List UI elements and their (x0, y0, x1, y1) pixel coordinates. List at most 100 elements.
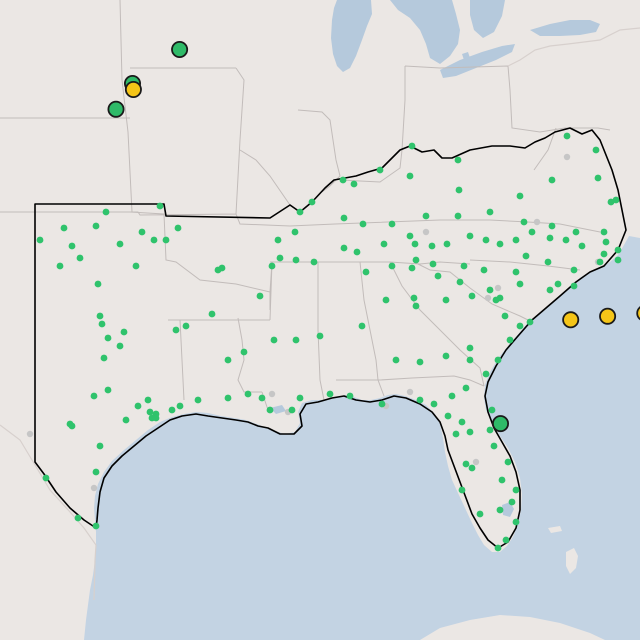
small-marker (458, 486, 466, 494)
small-marker (468, 464, 476, 472)
lake-erie (440, 44, 515, 78)
small-marker (406, 232, 414, 240)
green-station-marker (107, 100, 125, 118)
state-borders (0, 0, 611, 411)
small-marker (218, 264, 226, 272)
small-marker (578, 242, 586, 250)
small-marker (353, 248, 361, 256)
small-marker (458, 418, 466, 426)
small-marker (496, 240, 504, 248)
small-marker (350, 180, 358, 188)
small-marker (376, 166, 384, 174)
small-marker (462, 384, 470, 392)
city-dot (494, 284, 502, 292)
canada-border (507, 27, 640, 67)
small-marker (316, 332, 324, 340)
small-marker (120, 328, 128, 336)
small-marker (56, 262, 64, 270)
small-marker (516, 192, 524, 200)
small-marker (104, 334, 112, 342)
small-marker (144, 396, 152, 404)
small-marker (546, 286, 554, 294)
small-marker (522, 252, 530, 260)
city-dot (422, 228, 430, 236)
great-lakes (270, 0, 600, 517)
small-marker (100, 354, 108, 362)
small-marker (455, 186, 463, 194)
small-marker (508, 498, 516, 506)
small-marker (146, 408, 154, 416)
small-marker (172, 326, 180, 334)
small-marker (382, 296, 390, 304)
small-marker (102, 208, 110, 216)
small-marker (512, 236, 520, 244)
small-marker (276, 254, 284, 262)
small-marker (134, 402, 142, 410)
small-marker (594, 174, 602, 182)
yellow-station-marker (124, 81, 142, 99)
small-marker (592, 146, 600, 154)
small-marker (296, 394, 304, 402)
lake-huron (390, 0, 460, 64)
small-marker (362, 268, 370, 276)
small-marker (572, 228, 580, 236)
small-marker (340, 214, 348, 222)
small-marker (480, 266, 488, 274)
small-marker (486, 426, 494, 434)
lake-michigan (331, 0, 372, 72)
small-marker (194, 396, 202, 404)
small-marker (296, 208, 304, 216)
small-marker (466, 356, 474, 364)
small-marker (411, 240, 419, 248)
region-outline (34, 127, 627, 549)
small-marker (96, 442, 104, 450)
city-dot (533, 218, 541, 226)
small-marker (174, 224, 182, 232)
small-marker (600, 250, 608, 258)
small-marker (380, 240, 388, 248)
small-marker (98, 320, 106, 328)
large-markers-layer (107, 41, 640, 433)
small-marker (76, 254, 84, 262)
city-dot (472, 458, 480, 466)
small-marker (466, 232, 474, 240)
small-marker (476, 510, 484, 518)
small-marker (520, 218, 528, 226)
small-marker (570, 282, 578, 290)
small-marker (42, 474, 50, 482)
small-marker (501, 312, 509, 320)
city-dot (90, 484, 98, 492)
small-marker (454, 156, 462, 164)
small-marker (162, 236, 170, 244)
small-marker (176, 402, 184, 410)
small-marker (614, 246, 622, 254)
city-dot (26, 430, 34, 438)
small-marker (244, 390, 252, 398)
small-marker (602, 238, 610, 246)
small-marker (104, 386, 112, 394)
small-marker (92, 522, 100, 530)
small-marker (148, 414, 156, 422)
small-marker (466, 428, 474, 436)
city-dot (563, 153, 571, 161)
small-marker (482, 236, 490, 244)
small-marker (528, 228, 536, 236)
small-marker (224, 356, 232, 364)
small-marker (462, 460, 470, 468)
small-marker (452, 430, 460, 438)
small-marker (546, 234, 554, 242)
small-marker (490, 442, 498, 450)
small-marker (308, 198, 316, 206)
lake-pontchartrain (270, 405, 286, 414)
small-marker (388, 220, 396, 228)
small-marker (96, 312, 104, 320)
small-marker (548, 222, 556, 230)
small-marker (494, 544, 502, 552)
small-marker (310, 258, 318, 266)
small-marker (430, 400, 438, 408)
small-marker (486, 286, 494, 294)
